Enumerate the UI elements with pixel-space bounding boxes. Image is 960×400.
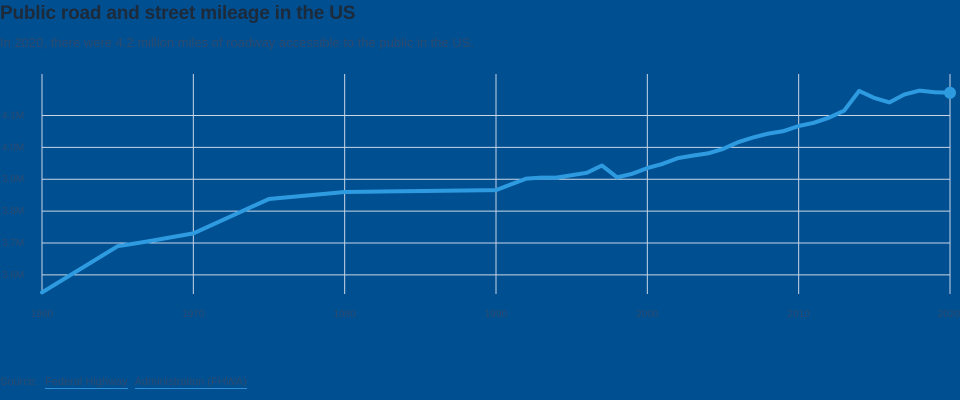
series-line: [40, 88, 952, 295]
x-tick-label: 2000: [636, 309, 659, 320]
x-tick-label: 1970: [182, 309, 205, 320]
grid: [41, 74, 951, 294]
x-tick-label: 1990: [485, 309, 508, 320]
x-tick-label: 2010: [788, 309, 811, 320]
y-tick-label: 3.7M: [2, 238, 24, 249]
chart-subtitle: In 2020, there were 4.2 million miles of…: [0, 35, 475, 50]
x-tick-label: 2020: [938, 309, 960, 320]
x-axis-ticks: 1960 1970 1980 1990 2000 2010 2020: [31, 309, 960, 320]
x-tick-label: 1980: [334, 309, 357, 320]
source-link-administration[interactable]: Administration (FHWA): [134, 376, 247, 389]
chart-title: Public road and street mileage in the US: [0, 3, 356, 24]
y-axis-ticks: 3.6M 3.7M 3.8M 3.9M 4.0M 4.1M: [2, 110, 24, 280]
source-note: Source: Federal Highway Administration (…: [0, 376, 247, 389]
y-tick-label: 3.9M: [2, 174, 24, 185]
y-tick-label: 4.0M: [2, 142, 24, 153]
y-tick-label: 3.6M: [2, 270, 24, 281]
y-tick-label: 4.1M: [2, 110, 24, 121]
series-end-point[interactable]: [944, 86, 956, 99]
y-tick-label: 3.8M: [2, 206, 24, 217]
x-tick-label: 1960: [31, 309, 54, 320]
source-label: Source:: [0, 376, 38, 388]
series: [40, 86, 956, 295]
source-link-fhwa[interactable]: Federal Highway: [44, 376, 128, 389]
